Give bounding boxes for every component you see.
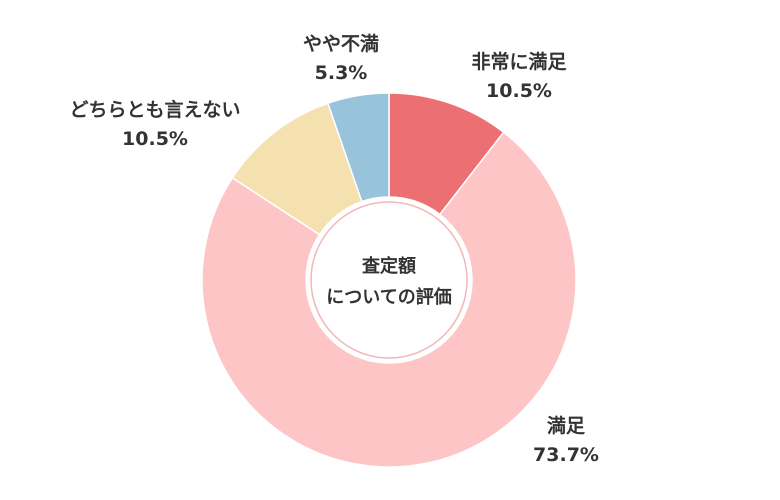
- slice-value-1: 73.7%: [533, 444, 599, 466]
- slice-label-3: やや不満: [303, 33, 379, 55]
- center-ring: [310, 201, 468, 359]
- center-hole: [306, 197, 472, 363]
- slice-value-0: 10.5%: [486, 80, 552, 102]
- slice-value-3: 5.3%: [315, 62, 368, 84]
- slice-label-2: どちらとも言えない: [69, 98, 240, 121]
- slice-label-1: 満足: [547, 415, 586, 437]
- center-title-line-2: についての評価: [326, 286, 451, 308]
- chart-slices: [201, 92, 577, 468]
- chart-center: 査定額 についての評価: [310, 201, 468, 359]
- slice-label-0: 非常に満足: [471, 50, 567, 73]
- slice-value-2: 10.5%: [122, 128, 188, 150]
- slice-labels: 非常に満足 10.5% 満足 73.7% どちらとも言えない 10.5% やや不満 5.3%: [69, 33, 598, 466]
- center-title-line-1: 査定額: [362, 255, 416, 277]
